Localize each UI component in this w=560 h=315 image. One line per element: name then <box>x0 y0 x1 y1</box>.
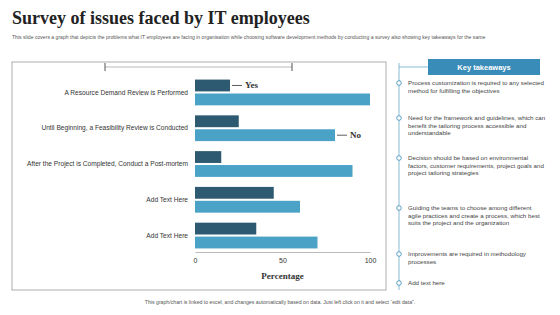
bar <box>195 115 239 127</box>
bar <box>195 237 318 249</box>
y-tick: Add Text Here <box>146 232 195 239</box>
takeaway-dot <box>397 281 402 286</box>
bar <box>195 80 230 92</box>
takeaway: Add text here <box>408 279 445 286</box>
takeaway: Need for the framework and guidelines, w… <box>408 114 546 136</box>
y-tick: Until Beginning, a Feasibility Review is… <box>41 124 195 132</box>
takeaway-dot <box>397 116 402 121</box>
footnote: This graph/chart is linked to excel, and… <box>145 299 415 305</box>
category-label: Add Text Here <box>146 232 188 239</box>
x-tick: 100 <box>365 252 377 264</box>
y-tick: After the Project is Completed, Conduct … <box>27 160 195 168</box>
category-label: A Resource Demand Review is Performed <box>64 89 188 96</box>
bar <box>195 129 335 141</box>
y-tick: Add Text Here <box>146 196 195 203</box>
x-axis: 0 50 100 <box>194 252 377 264</box>
takeaway-dot <box>397 81 402 86</box>
annotation-line <box>232 85 242 86</box>
annotation: No <box>350 130 361 140</box>
x-tick-label: 50 <box>279 257 287 264</box>
x-tick: 50 <box>279 252 287 264</box>
bar <box>195 93 370 105</box>
x-axis-line <box>196 252 371 253</box>
title: Survey of issues faced by IT employees <box>12 8 310 28</box>
y-axis: A Resource Demand Review is Performed Unt… <box>27 89 195 239</box>
bar <box>195 201 300 213</box>
bar <box>195 187 274 199</box>
x-tick-label: 0 <box>194 257 198 264</box>
takeaways-header <box>428 59 540 75</box>
category-label: Until Beginning, a Feasibility Review is… <box>41 124 188 132</box>
category-label: After the Project is Completed, Conduct … <box>27 160 188 168</box>
takeaway: Decision should be based on environmenta… <box>408 154 544 176</box>
takeaway-dot <box>397 252 402 257</box>
takeaway: Guiding the teams to choose among differ… <box>408 204 540 226</box>
subtitle: This slide covers a graph that depicts t… <box>12 34 485 40</box>
takeaway: Improvements are required in methodology… <box>408 250 527 265</box>
chart-panel <box>12 62 386 290</box>
annotation: Yes <box>245 80 258 90</box>
y-tick: A Resource Demand Review is Performed <box>64 89 195 96</box>
takeaways-connector <box>399 67 428 68</box>
bar <box>195 223 256 235</box>
takeaway-dot <box>397 206 402 211</box>
bar <box>195 151 221 163</box>
x-axis-title: Percentage <box>261 271 303 281</box>
annotation-line <box>337 135 347 136</box>
x-tick-label: 100 <box>365 257 377 264</box>
panel-deco-end <box>292 63 293 71</box>
bars <box>195 80 370 249</box>
category-label: Add Text Here <box>146 196 188 203</box>
panel-deco <box>105 67 292 68</box>
page: Survey of issues faced by IT employees Th… <box>0 0 560 315</box>
takeaway: Process customization is required to any… <box>408 79 544 94</box>
bar <box>195 165 353 177</box>
takeaway-dot <box>397 156 402 161</box>
panel-deco-end <box>105 63 106 71</box>
takeaways-title: Key takeaways <box>457 63 510 72</box>
x-tick: 0 <box>194 252 198 264</box>
